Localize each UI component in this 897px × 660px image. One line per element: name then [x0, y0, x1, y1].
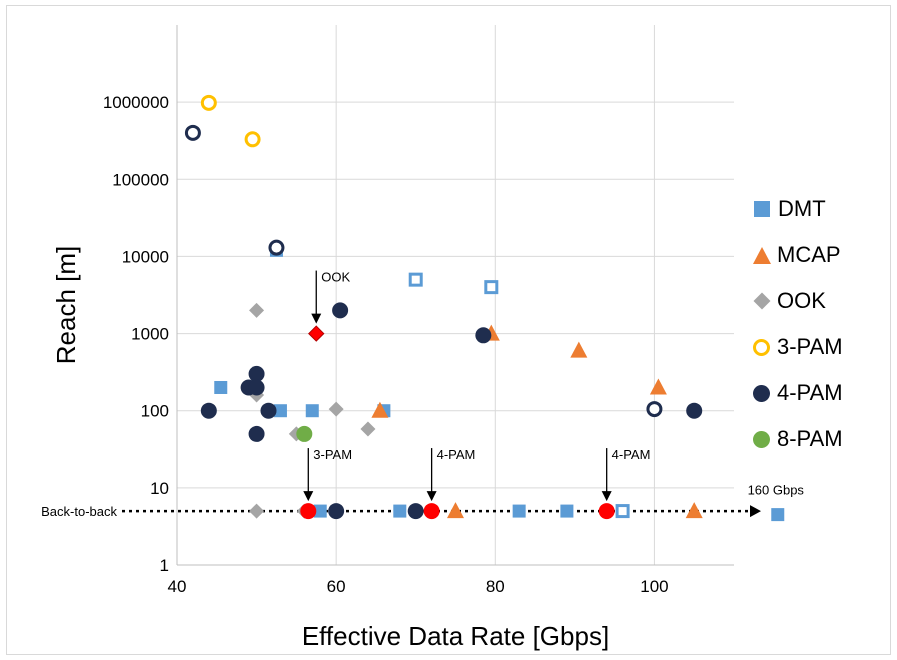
y-tick-label: 10 [150, 479, 169, 498]
annotation-label: 4-PAM [437, 447, 476, 462]
chart-legend: DMT MCAP OOK 3-PAM 4-PAM 8-PAM [752, 186, 843, 462]
legend-item-3-pam: 3-PAM [752, 324, 843, 370]
dmt-point [214, 380, 228, 394]
ook-point [328, 401, 344, 417]
legend-item-dmt: DMT [752, 186, 843, 232]
back-to-back-arrowhead [750, 505, 761, 518]
legend-item-mcap: MCAP [752, 232, 843, 278]
highlight-point [300, 503, 317, 520]
x-tick-label: 80 [486, 577, 505, 596]
legend-marker-dmt [754, 201, 770, 217]
4-pam-point [328, 503, 345, 520]
4-pam-point [248, 379, 265, 396]
legend-marker-4-pam [753, 384, 770, 402]
legend-label: 8-PAM [777, 426, 843, 451]
legend-item-ook: OOK [752, 278, 843, 324]
dmt-point [512, 504, 526, 518]
4-pam-point [475, 327, 492, 344]
mcap-point [685, 502, 703, 519]
4-pam-hollow-point [184, 124, 201, 141]
y-tick-label: 10000 [122, 247, 169, 266]
4-pam-point [200, 402, 217, 419]
ook-point [360, 421, 376, 437]
x-tick-label: 100 [640, 577, 668, 596]
ook-point [249, 302, 265, 318]
annotation-label: OOK [321, 270, 350, 285]
legend-item-8-pam: 8-PAM [752, 416, 843, 462]
annotation-arrowhead [303, 491, 314, 502]
8-pam-point [296, 425, 313, 442]
dmt-point [273, 404, 287, 418]
3-pam-hollow-point [200, 94, 217, 111]
4-pam-point [686, 402, 703, 419]
dmt-hollow-point [484, 280, 499, 295]
y-tick-label: 1000 [131, 325, 169, 344]
y-tick-label: 1 [160, 556, 169, 575]
back-to-back-label: Back-to-back [41, 504, 117, 519]
mcap-point [371, 401, 389, 418]
annotation-label: 4-PAM [612, 447, 651, 462]
x-tick-label: 60 [327, 577, 346, 596]
legend-label: 4-PAM [777, 380, 843, 405]
annotation-arrowhead [601, 491, 612, 502]
4-pam-point [332, 302, 349, 319]
annotation-label: 3-PAM [313, 447, 352, 462]
mcap-point [649, 378, 667, 395]
dmt-point [393, 504, 407, 518]
4-pam-point [248, 365, 265, 382]
legend-item-4-pam: 4-PAM [752, 370, 843, 416]
mcap-point [570, 341, 588, 358]
ook-point [249, 503, 265, 519]
highlight-point [308, 325, 325, 342]
chart-frame [6, 5, 891, 655]
legend-marker-mcap [753, 246, 771, 264]
4-pam-point [248, 425, 265, 442]
mcap-point [447, 502, 464, 519]
annotation-arrowhead [311, 313, 322, 324]
legend-label: OOK [777, 288, 826, 313]
legend-label: DMT [778, 196, 826, 221]
dmt-hollow-point [615, 504, 630, 519]
annotation-arrowhead [426, 491, 437, 502]
legend-marker-3-pam [753, 338, 770, 356]
dmt-point [560, 504, 574, 518]
dmt-point [305, 404, 319, 418]
4-pam-hollow-point [646, 401, 663, 418]
highlight-point [423, 503, 440, 520]
4-pam-point [407, 503, 424, 520]
legend-marker-8-pam [753, 430, 770, 448]
4-pam-hollow-point [268, 239, 285, 256]
legend-label: 3-PAM [777, 334, 843, 359]
y-tick-label: 100 [141, 402, 169, 421]
y-tick-label: 100000 [112, 170, 169, 189]
3-pam-hollow-point [244, 131, 261, 148]
x-axis-title: Effective Data Rate [Gbps] [302, 621, 609, 651]
x-tick-label: 40 [168, 577, 187, 596]
legend-marker-ook [753, 292, 771, 310]
dmt-point [313, 504, 327, 518]
dmt-point [771, 508, 785, 522]
legend-label: MCAP [777, 242, 841, 267]
dmt-hollow-point [408, 272, 423, 287]
4-pam-point [260, 402, 277, 419]
highlight-point [598, 503, 615, 520]
y-tick-label: 1000000 [103, 93, 169, 112]
y-axis-title: Reach [m] [51, 246, 81, 365]
annotation-160-gbps: 160 Gbps [748, 483, 805, 498]
